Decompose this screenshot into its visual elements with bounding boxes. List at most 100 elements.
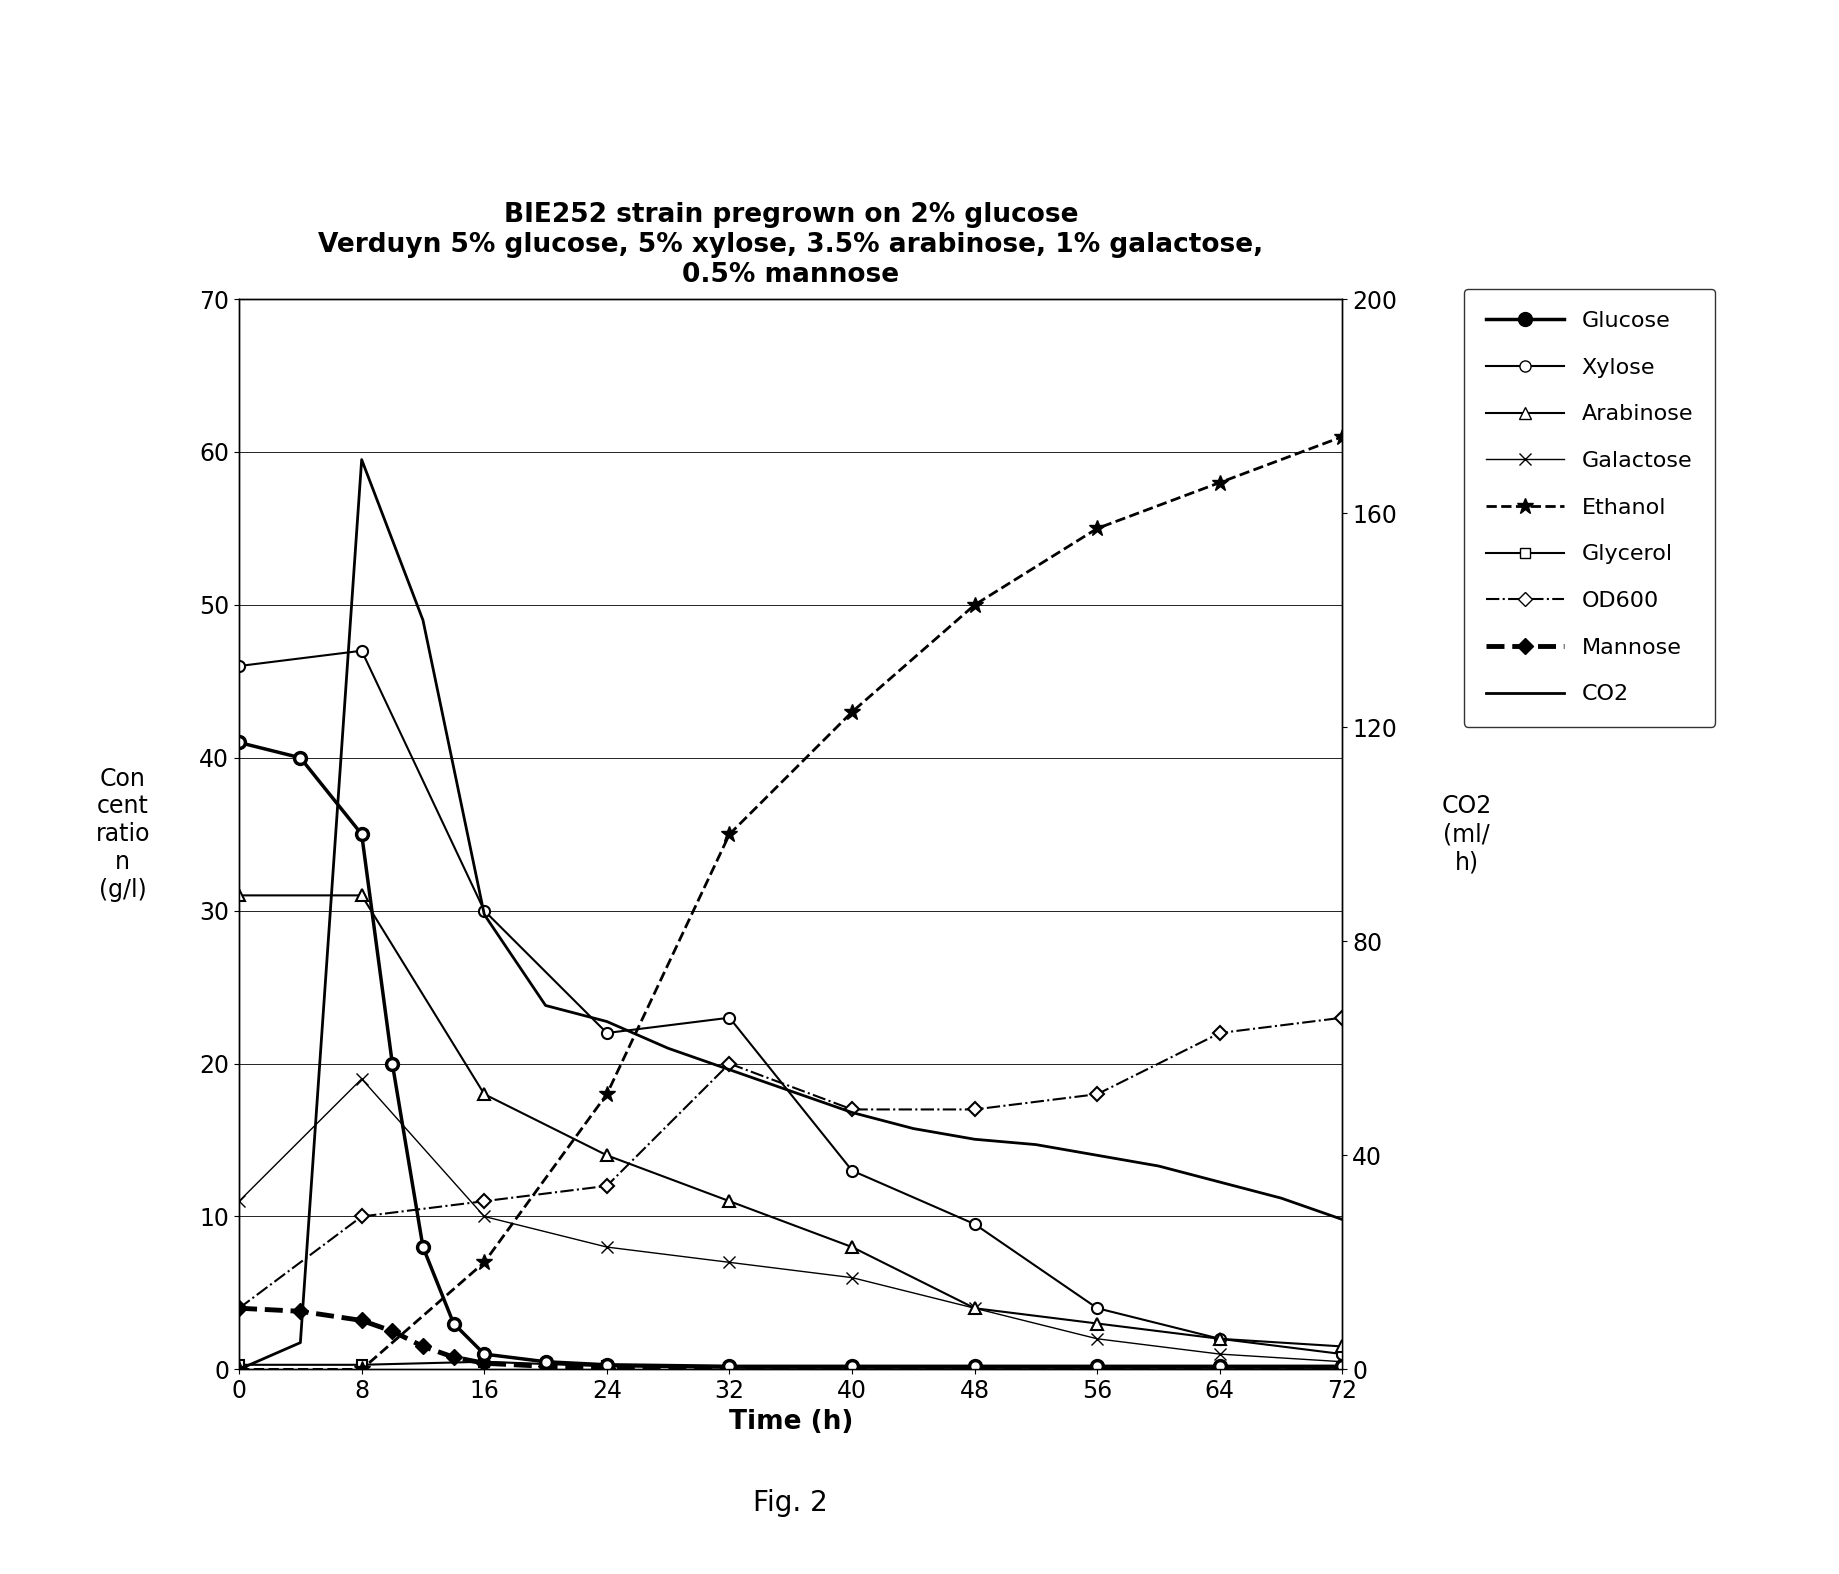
Glucose — [840, 1357, 862, 1376]
CO2 — [1087, 1146, 1109, 1165]
Line: Ethanol: Ethanol — [230, 428, 1352, 1377]
CO2 — [1331, 1210, 1354, 1229]
CO2 — [473, 905, 495, 924]
CO2 — [351, 450, 373, 469]
Galactose — [596, 1237, 618, 1256]
Mannose — [443, 1347, 465, 1366]
CO2 — [903, 1119, 925, 1138]
Glycerol — [1087, 1358, 1109, 1377]
Mannose — [596, 1358, 618, 1377]
Xylose — [228, 656, 250, 675]
Line: Galactose: Galactose — [234, 1072, 1348, 1368]
Galactose — [1331, 1352, 1354, 1371]
Glucose — [1087, 1357, 1109, 1376]
Xylose — [840, 1162, 862, 1180]
Arabinose — [1331, 1336, 1354, 1355]
Mannose — [412, 1336, 434, 1355]
OD600 — [1331, 1009, 1354, 1028]
CO2 — [535, 996, 557, 1015]
CO2 — [1208, 1173, 1230, 1192]
Galactose — [840, 1269, 862, 1288]
Glycerol — [596, 1357, 618, 1376]
Glucose — [1331, 1357, 1354, 1376]
Glucose — [228, 733, 250, 752]
CO2 — [1271, 1188, 1293, 1207]
Glucose — [719, 1357, 741, 1376]
Glucose — [381, 1055, 403, 1073]
Glycerol — [840, 1358, 862, 1377]
Legend: Glucose, Xylose, Arabinose, Galactose, Ethanol, Glycerol, OD600, Mannose, CO2: Glucose, Xylose, Arabinose, Galactose, E… — [1464, 288, 1716, 727]
Glycerol — [473, 1352, 495, 1371]
CO2 — [780, 1081, 802, 1100]
Mannose — [473, 1354, 495, 1373]
Line: Xylose: Xylose — [234, 645, 1348, 1360]
Arabinose — [964, 1299, 986, 1317]
Xylose — [596, 1023, 618, 1042]
Arabinose — [351, 886, 373, 905]
Ethanol — [1087, 519, 1109, 538]
Glycerol — [228, 1355, 250, 1374]
Mannose — [228, 1299, 250, 1317]
Arabinose — [228, 886, 250, 905]
Ethanol — [1331, 427, 1354, 445]
Mannose — [840, 1358, 862, 1377]
OD600 — [964, 1100, 986, 1119]
OD600 — [351, 1207, 373, 1226]
Ethanol — [473, 1253, 495, 1272]
Title: BIE252 strain pregrown on 2% glucose
Verduyn 5% glucose, 5% xylose, 3.5% arabino: BIE252 strain pregrown on 2% glucose Ver… — [318, 203, 1263, 288]
Glucose — [473, 1344, 495, 1363]
CO2 — [1024, 1135, 1046, 1154]
Glucose — [443, 1314, 465, 1333]
Mannose — [535, 1357, 557, 1376]
Line: CO2: CO2 — [239, 460, 1342, 1369]
Glycerol — [1331, 1358, 1354, 1377]
Mannose — [1208, 1358, 1230, 1377]
Glycerol — [351, 1355, 373, 1374]
OD600 — [228, 1299, 250, 1317]
Ethanol — [1208, 474, 1230, 493]
Xylose — [1331, 1344, 1354, 1363]
Galactose — [1087, 1330, 1109, 1349]
CO2 — [1148, 1157, 1170, 1176]
Mannose — [289, 1302, 311, 1321]
Y-axis label: Con
cent
ratio
n
(g/l): Con cent ratio n (g/l) — [96, 767, 151, 902]
CO2 — [289, 1333, 311, 1352]
Arabinose — [719, 1192, 741, 1210]
Xylose — [964, 1215, 986, 1234]
CO2 — [657, 1039, 679, 1058]
Xylose — [473, 902, 495, 921]
Xylose — [1087, 1299, 1109, 1317]
OD600 — [1087, 1084, 1109, 1103]
Arabinose — [473, 1084, 495, 1103]
Mannose — [1331, 1358, 1354, 1377]
Mannose — [351, 1311, 373, 1330]
Arabinose — [1208, 1330, 1230, 1349]
Xylose — [1208, 1330, 1230, 1349]
Line: Glycerol: Glycerol — [234, 1357, 1348, 1373]
Arabinose — [596, 1146, 618, 1165]
OD600 — [1208, 1023, 1230, 1042]
Ethanol — [840, 702, 862, 721]
Line: Mannose: Mannose — [234, 1303, 1348, 1374]
Ethanol — [964, 595, 986, 614]
CO2 — [840, 1103, 862, 1122]
Glucose — [964, 1357, 986, 1376]
OD600 — [719, 1055, 741, 1073]
Mannose — [964, 1358, 986, 1377]
Glucose — [289, 748, 311, 767]
Galactose — [964, 1299, 986, 1317]
Galactose — [719, 1253, 741, 1272]
CO2 — [228, 1360, 250, 1379]
Mannose — [719, 1358, 741, 1377]
OD600 — [840, 1100, 862, 1119]
Line: Arabinose: Arabinose — [234, 889, 1348, 1352]
X-axis label: Time (h): Time (h) — [728, 1409, 853, 1434]
Ethanol — [596, 1084, 618, 1103]
Galactose — [228, 1192, 250, 1210]
Glycerol — [1208, 1358, 1230, 1377]
Arabinose — [840, 1237, 862, 1256]
Line: Glucose: Glucose — [232, 735, 1350, 1373]
Xylose — [351, 641, 373, 660]
Arabinose — [1087, 1314, 1109, 1333]
CO2 — [596, 1012, 618, 1031]
